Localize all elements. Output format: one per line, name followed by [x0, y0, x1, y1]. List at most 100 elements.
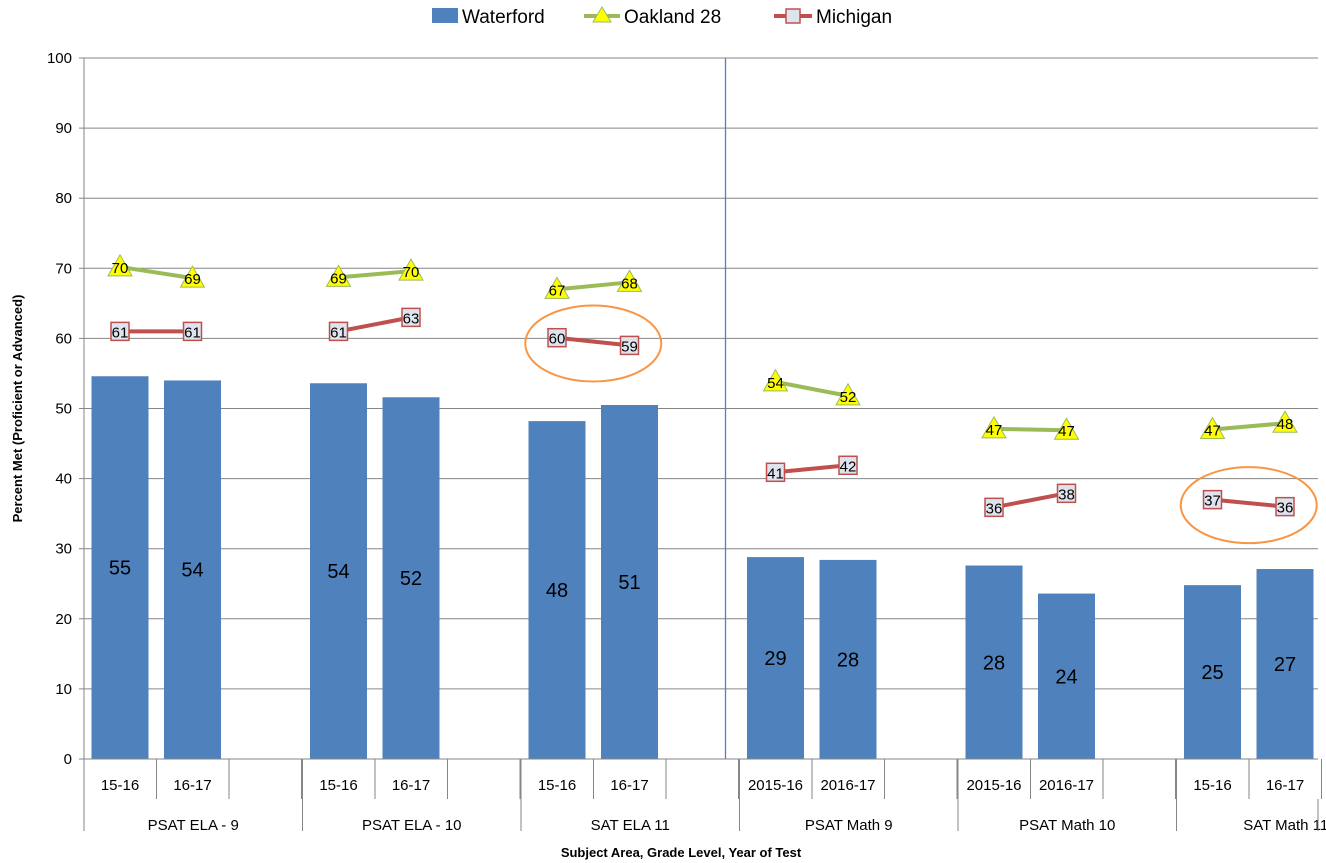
line-michigan — [1212, 497, 1286, 509]
y-tick-label: 40 — [55, 471, 72, 488]
bar-waterford — [747, 557, 804, 759]
triangle-marker — [1053, 417, 1080, 440]
point-data-label: 68 — [621, 275, 638, 292]
x-tick-label: 15-16 — [319, 777, 357, 794]
point-data-label: 69 — [184, 271, 201, 288]
y-tick-label: 60 — [55, 330, 72, 347]
line-michigan — [338, 315, 412, 334]
square-marker — [110, 321, 130, 342]
bar-waterford — [1256, 569, 1314, 759]
line-michigan — [775, 463, 849, 475]
bar-waterford — [310, 383, 367, 759]
square-marker — [984, 497, 1004, 518]
triangle-marker — [835, 382, 861, 406]
y-tick-label: 70 — [55, 260, 72, 277]
legend-label: Waterford — [462, 7, 545, 28]
bar-waterford — [528, 421, 586, 759]
point-data-label: 41 — [767, 465, 784, 482]
line-oakland-28 — [556, 280, 630, 292]
x-tick-label: 2015-16 — [966, 777, 1021, 794]
x-tick-label: 15-16 — [538, 777, 576, 794]
line-oakland-28 — [993, 426, 1067, 433]
point-data-label: 67 — [549, 282, 566, 299]
bar-data-label: 28 — [837, 649, 859, 671]
point-data-label: 54 — [767, 375, 784, 392]
legend: Waterford Oakland 28 Michigan — [432, 6, 892, 28]
legend-swatch-waterford — [432, 8, 458, 23]
line-michigan — [556, 335, 630, 348]
y-tick-label: 80 — [55, 190, 72, 207]
bar-waterford — [819, 559, 877, 759]
square-marker — [328, 321, 349, 342]
legend-label: Michigan — [816, 7, 892, 28]
x-tick-label: 2015-16 — [748, 777, 803, 794]
point-data-label: 47 — [1204, 423, 1221, 440]
x-tick-label: 2016-17 — [820, 777, 875, 794]
legend-label: Oakland 28 — [624, 7, 721, 28]
y-axis-title: Percent Met (Proficient or Advanced) — [10, 295, 25, 523]
line-oakland-28 — [1212, 421, 1286, 432]
line-oakland-28 — [338, 269, 412, 280]
bar-data-label: 48 — [546, 580, 568, 602]
legend-marker-oakland — [592, 6, 612, 23]
point-data-label: 63 — [403, 310, 420, 327]
point-data-label: 61 — [112, 324, 129, 341]
point-data-label: 52 — [840, 389, 857, 406]
square-marker — [547, 327, 567, 348]
y-tick-label: 0 — [64, 751, 72, 768]
highlight-ellipse — [1179, 466, 1318, 545]
triangle-marker — [981, 415, 1007, 439]
square-marker — [1275, 496, 1295, 517]
bar-data-label: 25 — [1201, 662, 1223, 684]
point-data-label: 61 — [184, 324, 201, 341]
x-tick-label: 15-16 — [101, 777, 139, 794]
point-data-label: 38 — [1058, 486, 1075, 503]
square-marker — [182, 321, 203, 342]
bar-waterford — [164, 380, 221, 759]
square-marker — [838, 455, 858, 476]
bar-waterford — [91, 376, 149, 759]
bar-waterford — [965, 565, 1023, 759]
y-tick-label: 20 — [55, 611, 72, 628]
bar-data-label: 54 — [181, 560, 203, 582]
x-tick-label: 2016-17 — [1039, 777, 1094, 794]
bar-data-label: 27 — [1274, 654, 1296, 676]
highlight-ellipse — [524, 304, 663, 383]
triangle-marker — [107, 253, 133, 277]
group-label: PSAT Math 9 — [805, 817, 893, 834]
bar-data-label: 54 — [327, 561, 349, 583]
y-tick-label: 30 — [55, 541, 72, 558]
bar-data-label: 29 — [764, 648, 786, 670]
triangle-marker — [179, 265, 206, 288]
line-oakland-28 — [775, 379, 849, 398]
line-michigan — [993, 491, 1067, 510]
point-data-label: 70 — [112, 260, 129, 277]
gridlines — [84, 57, 1318, 690]
bar-waterford — [382, 397, 440, 759]
triangle-marker — [1199, 416, 1226, 440]
point-data-label: 47 — [1058, 423, 1075, 440]
bar-waterford — [1184, 585, 1241, 759]
triangle-marker — [325, 264, 352, 287]
point-data-label: 59 — [621, 338, 638, 355]
x-axis-title: Subject Area, Grade Level, Year of Test — [561, 845, 802, 860]
y-tick-label: 100 — [47, 50, 72, 67]
point-data-label: 36 — [986, 500, 1003, 517]
line-oakland-28 — [119, 264, 193, 281]
triangle-marker — [616, 269, 643, 292]
bar-data-label: 28 — [983, 652, 1005, 674]
x-tick-label: 16-17 — [1266, 777, 1304, 794]
point-data-label: 48 — [1277, 416, 1294, 433]
square-marker — [1202, 489, 1223, 510]
x-tick-label: 15-16 — [1193, 777, 1231, 794]
point-data-label: 47 — [986, 422, 1003, 439]
triangle-marker — [398, 258, 424, 281]
point-data-label: 36 — [1277, 500, 1294, 517]
point-data-label: 70 — [403, 264, 420, 281]
square-marker — [619, 335, 640, 356]
bar-data-label: 24 — [1055, 666, 1077, 688]
bar-waterford — [601, 404, 658, 759]
point-data-label: 37 — [1204, 493, 1221, 510]
triangle-marker — [544, 276, 570, 299]
